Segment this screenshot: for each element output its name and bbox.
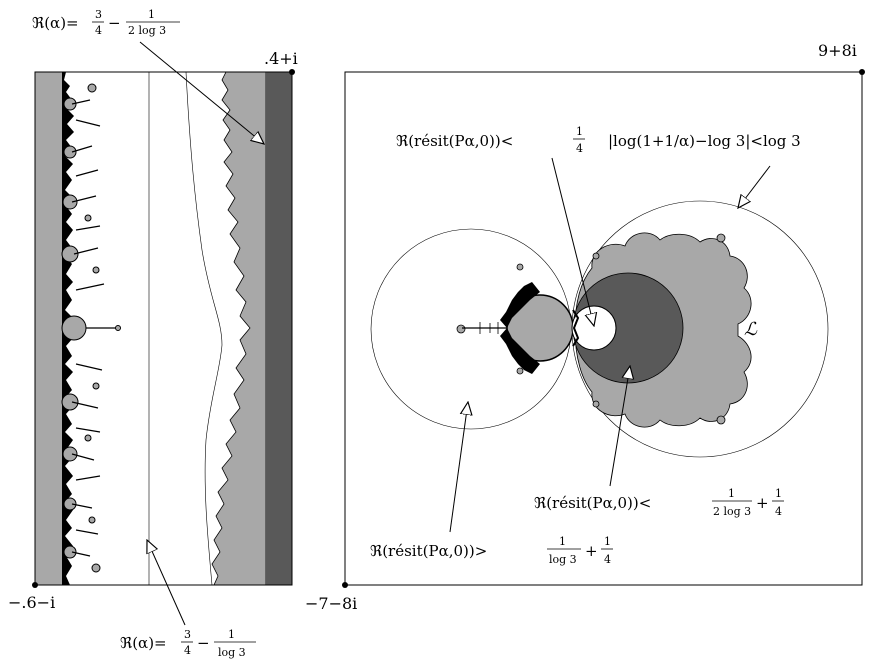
arrow-white-disk (551, 157, 594, 326)
svg-text:ℜ(résit(Pα,0))>: ℜ(résit(Pα,0))> (370, 542, 487, 560)
svg-text:1: 1 (576, 125, 583, 138)
left-top-label: ℜ(α)= 3 4 − 1 2 log 3 (32, 8, 180, 37)
antenna-hairs (479, 322, 499, 334)
left-corner-bottom-label: −.6−i (8, 593, 55, 612)
svg-text:3: 3 (95, 8, 102, 21)
left-panel (32, 69, 295, 588)
svg-text:1: 1 (148, 8, 155, 21)
svg-text:1: 1 (775, 487, 782, 500)
right-panel (342, 69, 865, 588)
main-bulb-fractal (500, 282, 540, 374)
svg-text:ℜ(résit(Pα,0))<: ℜ(résit(Pα,0))< (396, 132, 513, 150)
left-curve (185, 71, 223, 586)
corner-dot (342, 582, 348, 588)
svg-text:4: 4 (576, 142, 583, 155)
left-bottom-arrow (147, 540, 186, 626)
svg-text:+: + (756, 494, 769, 512)
svg-text:1: 1 (228, 628, 235, 641)
svg-text:3: 3 (184, 628, 191, 641)
svg-text:4: 4 (775, 505, 782, 518)
arrow-left-circle (449, 402, 468, 533)
svg-text:+: + (585, 542, 598, 560)
svg-text:ℜ(résit(Pα,0))<: ℜ(résit(Pα,0))< (534, 494, 651, 512)
corner-dot (32, 582, 38, 588)
svg-text:1: 1 (559, 535, 566, 548)
left-top-arrow (139, 41, 264, 144)
left-branches (71, 99, 116, 557)
satellites (456, 233, 726, 425)
left-bulbs (61, 83, 121, 573)
left-bottom-label: ℜ(α)= 3 4 − 1 log 3 (120, 628, 256, 659)
svg-text:−: − (197, 634, 210, 652)
label-resit-lt2: ℜ(résit(Pα,0))< 1 2 log 3 + 1 4 (534, 487, 784, 518)
right-corner-top-label: 9+8i (818, 41, 857, 60)
svg-text:1: 1 (604, 535, 611, 548)
label-resit-gt: ℜ(résit(Pα,0))> 1 log 3 + 1 4 (370, 535, 613, 566)
right-corner-bottom-label: −7−8i (305, 594, 357, 613)
svg-text:−: − (108, 14, 121, 32)
left-gray-scallop (211, 71, 267, 586)
arrow-dark-disk (609, 366, 630, 487)
left-corner-top-label: .4+i (264, 49, 298, 68)
white-disk (571, 305, 617, 351)
svg-text:1: 1 (728, 487, 735, 500)
label-log: |log(1+1/α)−log 3|<log 3 (608, 132, 801, 150)
svg-text:ℜ(α)=: ℜ(α)= (120, 634, 167, 652)
svg-text:4: 4 (184, 644, 191, 657)
svg-text:2 log 3: 2 log 3 (713, 505, 751, 518)
svg-text:2 log 3: 2 log 3 (128, 24, 166, 37)
left-gray-strip (35, 72, 63, 585)
svg-text:4: 4 (95, 24, 102, 37)
svg-text:4: 4 (604, 553, 611, 566)
svg-text:log 3: log 3 (218, 646, 246, 659)
corner-dot (859, 69, 865, 75)
svg-text:ℜ(α)=: ℜ(α)= (32, 14, 79, 32)
left-dark-band (266, 72, 292, 585)
arrow-right-circle (738, 165, 771, 208)
script-L-label: ℒ (744, 319, 758, 340)
label-resit-lt: ℜ(résit(Pα,0))< 1 4 (396, 125, 585, 155)
corner-dot (289, 69, 295, 75)
svg-text:log 3: log 3 (549, 553, 577, 566)
